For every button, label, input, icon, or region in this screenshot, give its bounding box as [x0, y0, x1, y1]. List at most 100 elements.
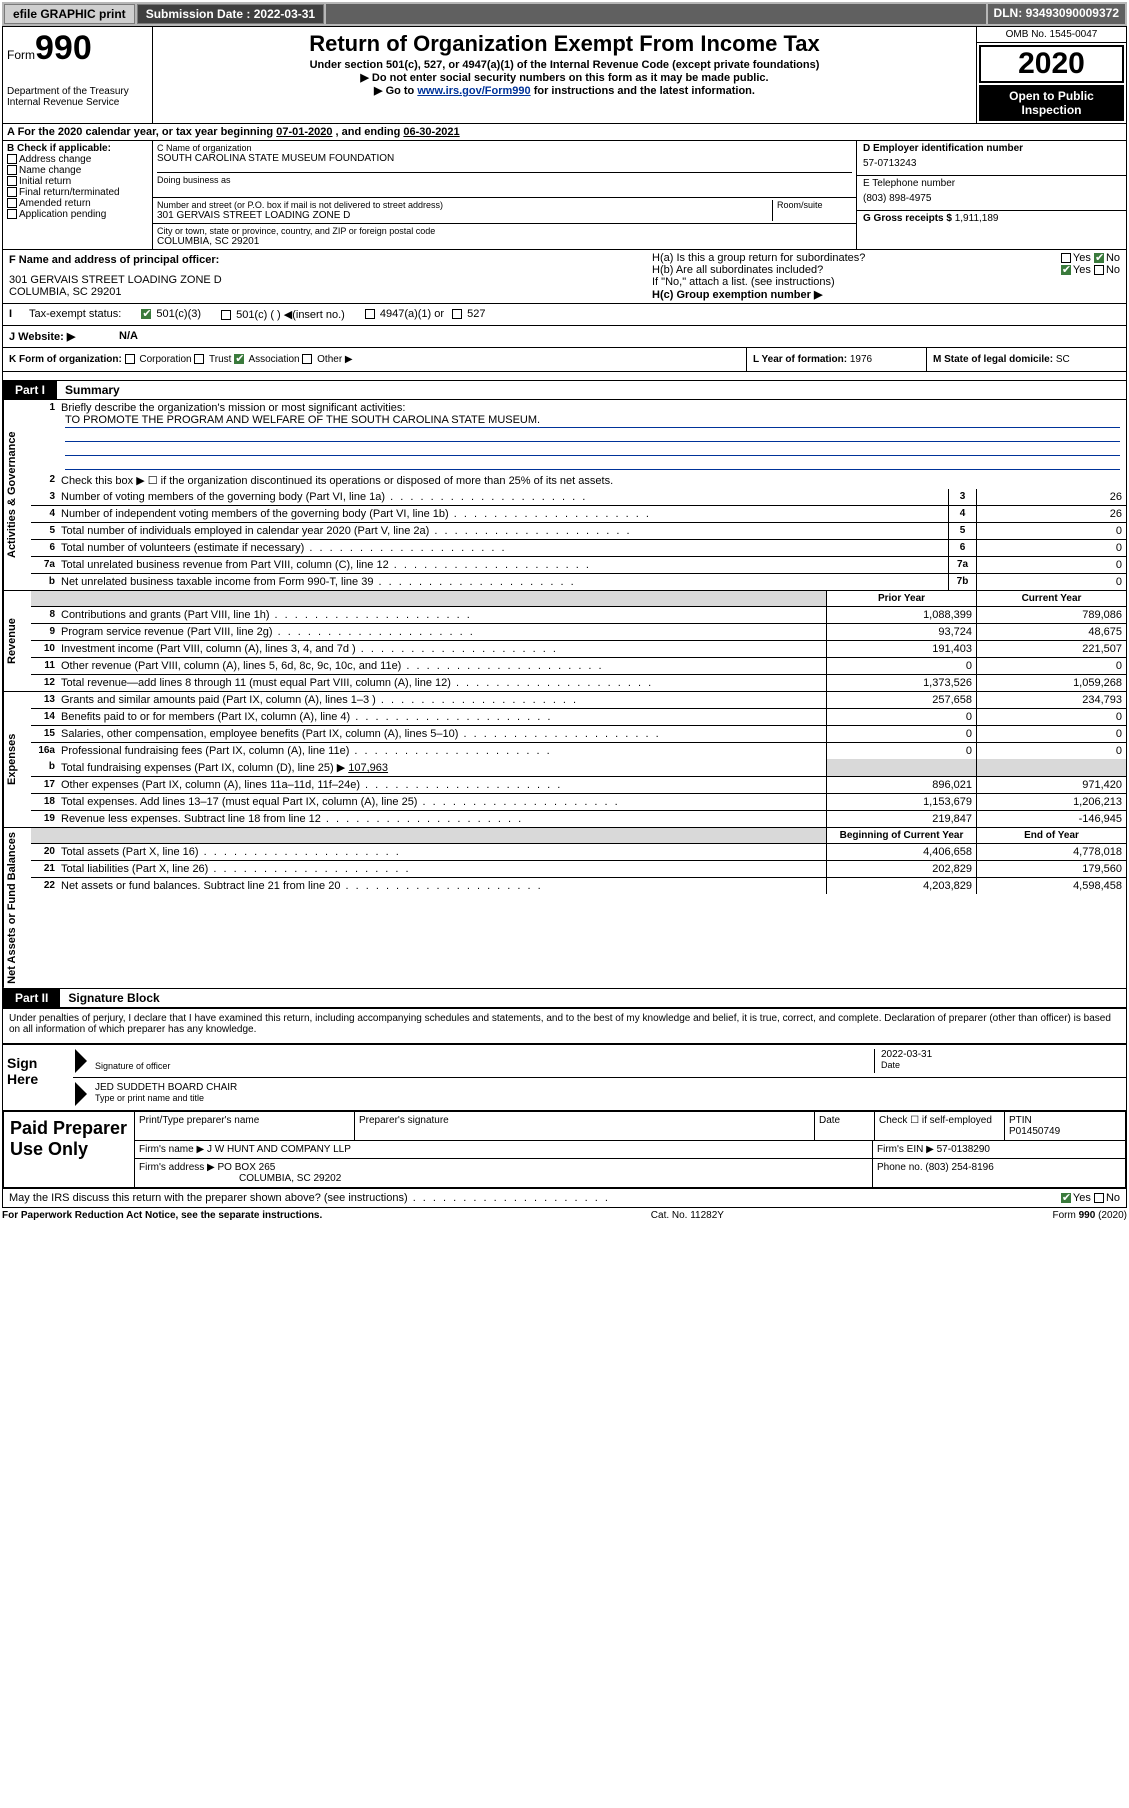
checkbox-icon[interactable] [7, 198, 17, 208]
checkbox-icon[interactable] [7, 154, 17, 164]
table-row: 8Contributions and grants (Part VIII, li… [31, 607, 1126, 624]
b-label-5: Application pending [19, 209, 106, 220]
line-num: 19 [31, 811, 59, 827]
table-row: 20Total assets (Part X, line 16)4,406,65… [31, 844, 1126, 861]
efile-button[interactable]: efile GRAPHIC print [4, 4, 135, 24]
col-d: D Employer identification number 57-0713… [856, 141, 1126, 249]
checkbox-checked-icon[interactable] [234, 354, 244, 364]
ag-body: 1 Briefly describe the organization's mi… [31, 400, 1126, 590]
line-num: 9 [31, 624, 59, 640]
line-mini: 3 [948, 489, 976, 505]
sig-date-value: 2022-03-31 [881, 1049, 1124, 1060]
checkbox-icon[interactable] [1061, 253, 1071, 263]
prep-ptin: PTIN P01450749 [1005, 1112, 1125, 1140]
prep-sig-header: Preparer's signature [355, 1112, 815, 1140]
line-desc: Other expenses (Part IX, column (A), lin… [59, 777, 826, 793]
checkbox-icon[interactable] [452, 309, 462, 319]
checkbox-icon[interactable] [7, 165, 17, 175]
table-row: 21Total liabilities (Part X, line 26)202… [31, 861, 1126, 878]
checkbox-icon[interactable] [1094, 1193, 1104, 1203]
section-revenue: Revenue Prior Year Current Year 8Contrib… [3, 590, 1126, 691]
checkbox-checked-icon[interactable] [1094, 253, 1104, 263]
checkbox-icon[interactable] [221, 310, 231, 320]
current-year-header: Current Year [976, 591, 1126, 606]
table-row: 15Salaries, other compensation, employee… [31, 726, 1126, 743]
form-number: Form990 [7, 29, 148, 68]
mission-text: TO PROMOTE THE PROGRAM AND WELFARE OF TH… [65, 414, 1120, 428]
line-num: 18 [31, 794, 59, 810]
h-b-label: H(b) Are all subordinates included? [652, 264, 823, 276]
line-desc: Total assets (Part X, line 16) [59, 844, 826, 860]
k-assoc: Association [248, 354, 299, 365]
i-label: I [9, 308, 29, 321]
part-1-tab: Part I [3, 381, 57, 399]
prior-value: 93,724 [826, 624, 976, 640]
paid-preparer-block: Paid Preparer Use Only Print/Type prepar… [3, 1110, 1126, 1188]
checkbox-icon[interactable] [7, 187, 17, 197]
checkbox-icon[interactable] [7, 176, 17, 186]
checkbox-icon[interactable] [365, 309, 375, 319]
table-row: 19Revenue less expenses. Subtract line 1… [31, 811, 1126, 827]
table-row: 16aProfessional fundraising fees (Part I… [31, 743, 1126, 759]
mission-lines: TO PROMOTE THE PROGRAM AND WELFARE OF TH… [61, 414, 1124, 470]
yes-label: Yes [1073, 1192, 1091, 1204]
checkbox-icon[interactable] [1094, 265, 1104, 275]
topbar-spacer [326, 4, 985, 24]
line-value: 0 [976, 540, 1126, 556]
sign-here-row: Sign Here Signature of officer 2022-03-3… [3, 1043, 1126, 1110]
section-expenses: Expenses 13Grants and similar amounts pa… [3, 691, 1126, 827]
k-block: K Form of organization: Corporation Trus… [3, 348, 746, 371]
checkbox-checked-icon[interactable] [141, 309, 151, 319]
line-desc: Total number of individuals employed in … [59, 523, 948, 539]
b-item-0: Address change [7, 154, 148, 165]
line-1-desc: Briefly describe the organization's miss… [59, 400, 1126, 472]
prep-selfemp: Check ☐ if self-employed [875, 1112, 1005, 1140]
c-name-label: C Name of organization [157, 143, 852, 153]
prior-value: 0 [826, 726, 976, 742]
b-label-3: Final return/terminated [19, 187, 120, 198]
current-value: -146,945 [976, 811, 1126, 827]
ptin-value: P01450749 [1009, 1126, 1121, 1137]
b-label-0: Address change [19, 154, 91, 165]
prior-value: 1,153,679 [826, 794, 976, 810]
current-value: 971,420 [976, 777, 1126, 793]
line-16b-text: Total fundraising expenses (Part IX, col… [61, 762, 345, 774]
prior-value: 1,088,399 [826, 607, 976, 623]
tax-year: 2020 [979, 45, 1124, 83]
current-value: 0 [976, 658, 1126, 674]
h-b: H(b) Are all subordinates included? Yes … [652, 264, 1120, 276]
col-c: C Name of organization SOUTH CAROLINA ST… [153, 141, 856, 249]
part-2-header: Part II Signature Block [3, 988, 1126, 1008]
footer-left: For Paperwork Reduction Act Notice, see … [2, 1210, 322, 1221]
checkbox-checked-icon[interactable] [1061, 1193, 1071, 1203]
checkbox-icon[interactable] [194, 354, 204, 364]
line-2: 2 Check this box ▶ ☐ if the organization… [31, 472, 1126, 489]
header-left: Form990 Department of the Treasury Inter… [3, 27, 153, 123]
prior-value: 0 [826, 743, 976, 759]
line-mini: 5 [948, 523, 976, 539]
table-row: 6Total number of volunteers (estimate if… [31, 540, 1126, 557]
irs-label: Internal Revenue Service [7, 97, 148, 108]
line-16b-current [976, 759, 1126, 776]
checkbox-checked-icon[interactable] [1061, 265, 1071, 275]
subtitle-1: Under section 501(c), 527, or 4947(a)(1)… [157, 59, 972, 71]
k-trust: Trust [209, 354, 231, 365]
table-row: 17Other expenses (Part IX, column (A), l… [31, 777, 1126, 794]
tax-527: 527 [467, 308, 485, 320]
checkbox-icon[interactable] [7, 209, 17, 219]
firm-addr1: PO BOX 265 [218, 1162, 276, 1173]
instructions-link[interactable]: www.irs.gov/Form990 [417, 85, 530, 97]
dln-label: DLN: [994, 6, 1023, 20]
line-value: 26 [976, 489, 1126, 505]
l-value: 1976 [850, 354, 872, 365]
submission-date-button[interactable]: Submission Date : 2022-03-31 [137, 4, 324, 24]
current-value: 4,778,018 [976, 844, 1126, 860]
l-label: L Year of formation: [753, 354, 847, 365]
discuss-row: May the IRS discuss this return with the… [3, 1188, 1126, 1207]
checkbox-icon[interactable] [125, 354, 135, 364]
m-value: SC [1056, 354, 1070, 365]
checkbox-icon[interactable] [302, 354, 312, 364]
line-desc: Total liabilities (Part X, line 26) [59, 861, 826, 877]
current-value: 234,793 [976, 692, 1126, 708]
mission-blank [65, 456, 1120, 470]
